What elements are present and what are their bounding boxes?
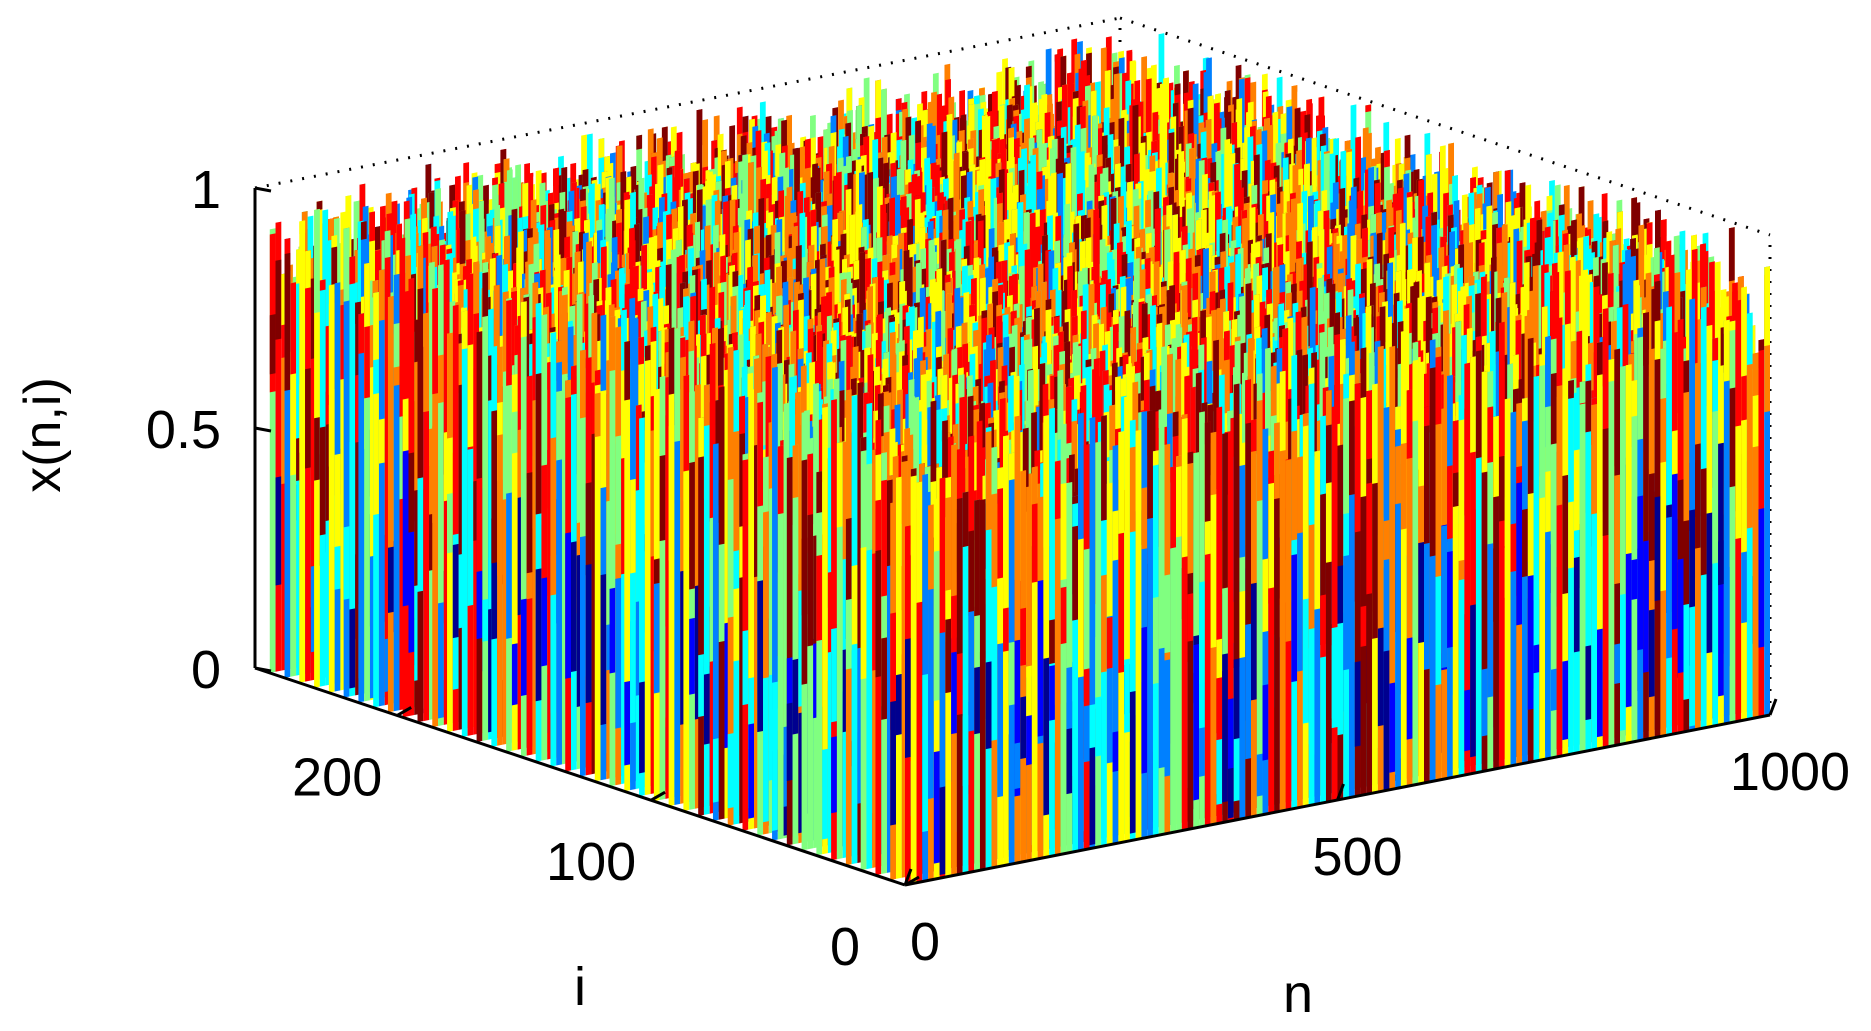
surface-band (319, 279, 326, 291)
surface-band (724, 160, 731, 189)
surface-band (328, 403, 335, 467)
surface-band (434, 177, 441, 182)
surface-band (967, 138, 974, 150)
surface-band (915, 120, 922, 144)
surface-band (384, 230, 391, 259)
surface-band (804, 138, 811, 169)
surface-band (334, 453, 341, 548)
surface-band (343, 227, 350, 302)
surface-band (464, 213, 471, 241)
surface-band (402, 450, 409, 607)
surface-band (364, 262, 370, 328)
surface-band (582, 169, 589, 188)
surface-band (826, 193, 833, 206)
surface-band (492, 177, 498, 186)
surface-data (269, 33, 1770, 885)
surface-band (299, 383, 306, 453)
surface-band (349, 608, 356, 689)
surface-band (290, 350, 297, 476)
surface-band (1013, 109, 1020, 117)
surface-band (402, 398, 409, 455)
surface-band (946, 113, 953, 124)
surface-band (358, 602, 365, 679)
surface-strip (387, 296, 394, 713)
surface-band (319, 426, 326, 536)
surface-band (299, 220, 306, 235)
surface-band (895, 98, 902, 111)
surface-band (373, 393, 379, 515)
surface-band (290, 282, 297, 375)
surface-band (504, 235, 510, 269)
surface-band (316, 200, 323, 211)
surface-band (1008, 127, 1014, 139)
surface-band (349, 255, 356, 285)
surface-band (393, 323, 400, 368)
surface-band (269, 314, 276, 375)
surface-band (423, 312, 430, 413)
surface-band (1072, 90, 1079, 99)
surface-band (378, 269, 385, 321)
surface-band (369, 211, 375, 242)
surface-band (696, 109, 703, 147)
surface-band (875, 79, 882, 119)
surface-band (275, 476, 282, 586)
surface-band (636, 134, 643, 150)
surface-band (408, 452, 415, 533)
surface-band (284, 252, 291, 391)
surface-band (275, 259, 282, 340)
surface-band (358, 313, 365, 354)
surface-band (598, 137, 605, 159)
surface-band (473, 189, 479, 210)
surface-band (438, 602, 444, 719)
surface-band (438, 354, 444, 404)
surface-band (378, 418, 385, 464)
surface-band (1174, 83, 1181, 96)
surface-band (522, 182, 529, 218)
surface-band (373, 292, 379, 361)
surface-band (494, 163, 501, 174)
surface-band (669, 156, 675, 167)
surface-band (443, 259, 450, 271)
surface-band (314, 417, 320, 481)
surface-band (314, 208, 320, 314)
surface-band (553, 167, 559, 187)
surface-band (343, 526, 350, 600)
surface-band (459, 210, 466, 265)
surface-band (432, 287, 439, 395)
surface-band (417, 245, 424, 290)
surface-band (328, 303, 335, 395)
surface-band (666, 167, 673, 176)
surface-band (387, 546, 394, 614)
surface-strip (378, 269, 385, 707)
surface-band (360, 221, 367, 240)
surface-band (417, 477, 424, 592)
surface-band (305, 250, 311, 289)
surface-band (387, 296, 394, 358)
surface-band (305, 368, 311, 469)
surface-band (432, 425, 439, 524)
surface-band (1025, 65, 1032, 79)
